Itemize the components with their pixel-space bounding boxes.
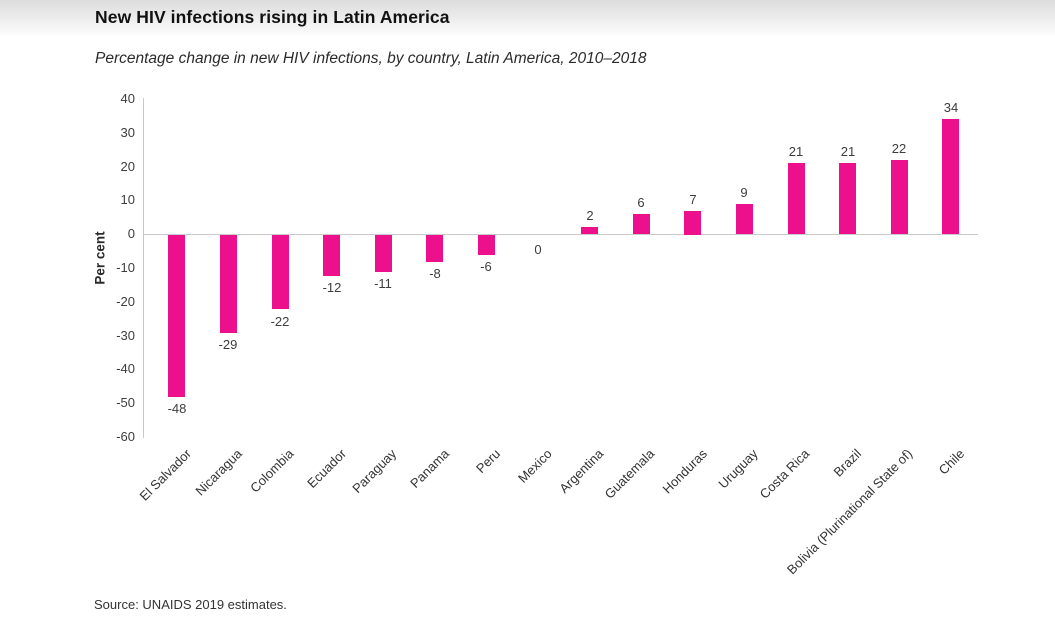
y-axis-tick-label: 20 bbox=[120, 159, 135, 174]
bar-value-label: -48 bbox=[167, 401, 187, 416]
y-axis-tick-label: -40 bbox=[116, 361, 135, 376]
bar-value-label: -12 bbox=[322, 280, 342, 295]
y-axis-tick-label: 30 bbox=[120, 125, 135, 140]
bar-value-label: -6 bbox=[480, 259, 492, 274]
y-axis-line bbox=[143, 98, 144, 438]
x-axis-label: Peru bbox=[472, 446, 503, 477]
bar-value-label: 2 bbox=[586, 208, 594, 223]
bar-value-label: 34 bbox=[943, 100, 959, 115]
x-axis-label: Mexico bbox=[514, 446, 555, 486]
x-axis-label: Colombia bbox=[247, 446, 297, 496]
bar-value-label: -29 bbox=[218, 337, 238, 352]
x-axis-label: Argentina bbox=[556, 446, 607, 496]
y-axis-tick-label: -60 bbox=[116, 429, 135, 444]
x-axis-label: Brazil bbox=[831, 446, 865, 480]
x-axis-label: Guatemala bbox=[602, 446, 658, 502]
x-axis-label: Uruguay bbox=[715, 446, 761, 492]
y-axis-tick-label: -10 bbox=[116, 260, 135, 275]
x-axis-label: Costa Rica bbox=[757, 446, 813, 502]
chart-title: New HIV infections rising in Latin Ameri… bbox=[95, 7, 450, 27]
bar-value-label: 22 bbox=[891, 141, 907, 156]
x-axis-label: Honduras bbox=[659, 446, 710, 497]
y-axis-tick-label: 40 bbox=[120, 91, 135, 106]
y-axis-tick-label: -50 bbox=[116, 395, 135, 410]
bar-value-label: 0 bbox=[534, 242, 542, 257]
bar-guatemala bbox=[633, 214, 650, 234]
x-axis-label: El Salvador bbox=[135, 446, 194, 504]
x-axis-label: Ecuador bbox=[303, 446, 349, 491]
y-axis-tick-label: -20 bbox=[116, 294, 135, 309]
x-axis-label: Nicaragua bbox=[192, 446, 245, 499]
bar-costa-rica bbox=[788, 163, 805, 234]
y-axis-tick-label: 0 bbox=[127, 226, 135, 241]
bar-argentina bbox=[581, 227, 598, 234]
bar-value-label: 21 bbox=[840, 144, 856, 159]
bar-chile bbox=[942, 119, 959, 234]
bar-peru bbox=[478, 235, 495, 255]
y-axis-title: Per cent bbox=[92, 231, 108, 285]
bar-value-label: 7 bbox=[689, 192, 697, 207]
bar-value-label: -11 bbox=[374, 276, 392, 291]
bar-honduras bbox=[684, 211, 701, 235]
x-axis-label: Chile bbox=[936, 446, 968, 478]
bar-uruguay bbox=[736, 204, 753, 234]
bar-brazil bbox=[839, 163, 856, 234]
zero-gridline bbox=[143, 234, 978, 235]
bar-ecuador bbox=[323, 235, 340, 276]
bar-value-label: 21 bbox=[788, 144, 804, 159]
bar-el-salvador bbox=[168, 235, 185, 397]
bar-value-label: -8 bbox=[429, 266, 441, 281]
x-axis-label: Panama bbox=[406, 446, 452, 491]
source-note: Source: UNAIDS 2019 estimates. bbox=[94, 597, 287, 612]
bar-panama bbox=[426, 235, 443, 262]
bar-value-label: -22 bbox=[270, 314, 290, 329]
chart-subtitle: Percentage change in new HIV infections,… bbox=[95, 50, 647, 67]
bar-bolivia-plurinational-state-of bbox=[891, 160, 908, 234]
y-axis-tick-label: -30 bbox=[116, 328, 135, 343]
bar-value-label: 9 bbox=[740, 185, 748, 200]
x-axis-label: Paraguay bbox=[349, 446, 400, 496]
bar-paraguay bbox=[375, 235, 392, 272]
bar-nicaragua bbox=[220, 235, 237, 333]
y-axis-tick-label: 10 bbox=[120, 192, 135, 207]
bar-value-label: 6 bbox=[637, 195, 645, 210]
bar-colombia bbox=[272, 235, 289, 309]
